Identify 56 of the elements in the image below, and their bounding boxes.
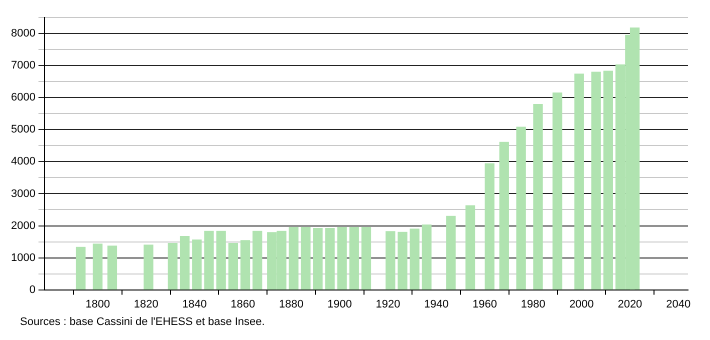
bar	[300, 227, 311, 290]
x-tick-label: 1880	[278, 298, 304, 310]
x-tick-label: 1960	[472, 298, 498, 310]
bar	[180, 236, 190, 290]
y-tick-label: 2000	[10, 220, 36, 232]
bar	[552, 92, 562, 290]
x-tick-label: 1820	[134, 298, 158, 310]
x-tick-label: 1940	[424, 298, 449, 310]
bar	[410, 228, 420, 290]
bar	[313, 228, 323, 290]
bar	[228, 243, 238, 290]
x-tick-label: 1860	[230, 298, 256, 310]
bar	[325, 228, 335, 290]
bar	[591, 72, 601, 290]
bar	[465, 205, 476, 290]
bar	[516, 126, 526, 290]
y-tick-label: 5000	[10, 124, 36, 136]
bar	[204, 230, 214, 290]
bar	[168, 243, 178, 290]
y-tick-label: 1000	[10, 252, 36, 264]
y-tick-label: 7000	[10, 60, 36, 72]
x-tick-label: 1900	[327, 298, 352, 310]
y-tick-label: 3000	[10, 188, 36, 200]
y-tick-label: 6000	[10, 92, 36, 104]
source-note: Sources : base Cassini de l'EHESS et base Insee.	[20, 316, 266, 328]
x-tick-label: 1920	[376, 298, 400, 310]
bar	[216, 230, 226, 290]
bar	[386, 231, 396, 290]
bar	[92, 244, 103, 290]
x-tick-label: 2000	[569, 298, 594, 310]
bar	[107, 246, 118, 290]
bar	[349, 227, 359, 290]
x-tick-label: 1840	[182, 298, 207, 310]
x-tick-label: 1980	[520, 298, 546, 310]
x-tick-label: 2020	[618, 298, 642, 310]
bar	[252, 230, 262, 290]
bar	[192, 240, 202, 290]
x-tick-label: 2040	[666, 298, 691, 310]
y-tick-label: 0	[29, 284, 36, 296]
bar	[484, 163, 494, 290]
y-tick-label: 4000	[10, 156, 36, 168]
x-tick-label: 1800	[85, 298, 110, 310]
bar	[533, 104, 543, 290]
bar	[499, 142, 509, 290]
bar	[422, 224, 432, 290]
bar	[288, 227, 298, 290]
bar	[446, 216, 456, 290]
bar	[398, 232, 408, 290]
bar	[76, 246, 86, 290]
bar	[361, 227, 372, 290]
bar	[240, 240, 250, 290]
bar	[574, 74, 584, 290]
bar	[337, 227, 347, 290]
bar	[144, 244, 154, 290]
bar	[603, 70, 613, 290]
y-tick-label: 8000	[10, 28, 36, 40]
